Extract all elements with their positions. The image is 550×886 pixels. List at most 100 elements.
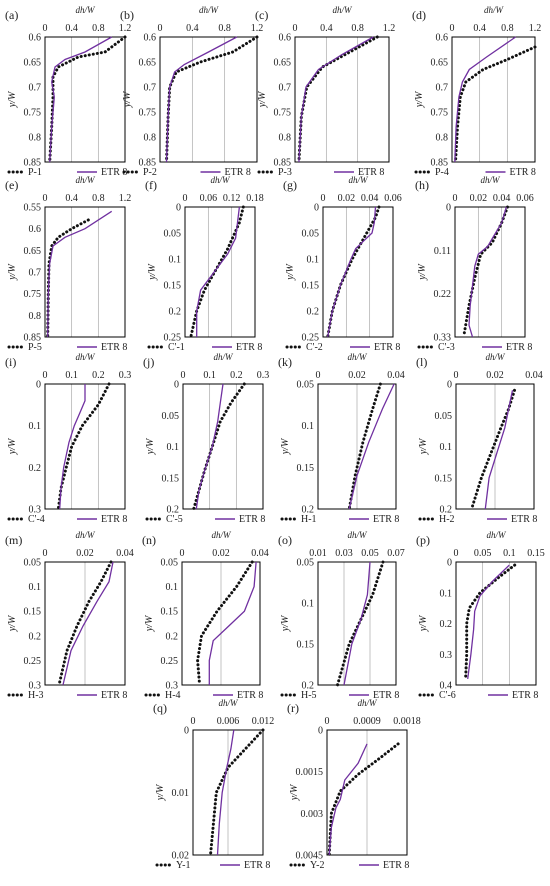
plot-frame bbox=[181, 561, 261, 686]
series-line-etr bbox=[195, 383, 224, 510]
y-tick-label: 0.33 bbox=[434, 333, 452, 344]
y-tick-label: 0.75 bbox=[24, 289, 42, 300]
y-tick-label: 0.0045 bbox=[296, 851, 324, 862]
y-tick-label: 0.65 bbox=[139, 58, 157, 69]
x-tick-label: 0 bbox=[321, 193, 326, 204]
panel-label: (d) bbox=[412, 8, 426, 22]
series-line-etr bbox=[348, 383, 395, 510]
x-tick-label: 0.02 bbox=[338, 193, 356, 204]
series-line-etr bbox=[484, 390, 514, 510]
series-line-observed bbox=[454, 45, 537, 164]
y-tick-label: 0 bbox=[176, 203, 181, 214]
x-axis-title: dh/W bbox=[219, 698, 240, 708]
y-tick-label: 0.05 bbox=[24, 558, 42, 569]
x-axis-title: dh/W bbox=[333, 5, 354, 15]
legend-label-observed: C'-3 bbox=[438, 342, 455, 353]
legend-label-observed: H-1 bbox=[301, 514, 317, 525]
y-tick-label: 0.2 bbox=[440, 619, 453, 630]
y-tick-label: 0.003 bbox=[301, 809, 324, 820]
x-tick-label: 1.2 bbox=[251, 23, 264, 34]
series-line-observed bbox=[326, 205, 381, 339]
x-tick-label: 0.02 bbox=[76, 548, 94, 559]
y-tick-label: 0.1 bbox=[166, 582, 179, 593]
y-tick-label: 0.15 bbox=[164, 281, 182, 292]
y-tick-label: 0.75 bbox=[24, 108, 42, 119]
y-tick-label: 0.15 bbox=[24, 607, 42, 618]
y-tick-label: 0.05 bbox=[297, 380, 315, 391]
y-tick-label: 0.2 bbox=[169, 307, 182, 318]
x-tick-label: 0.8 bbox=[351, 23, 364, 34]
y-tick-label: 0.65 bbox=[431, 58, 449, 69]
legend-label-etr: ETR 8 bbox=[506, 342, 532, 353]
legend-label-etr: ETR 8 bbox=[358, 167, 384, 178]
y-tick-label: 0 bbox=[447, 380, 452, 391]
y-tick-label: 0.25 bbox=[302, 333, 320, 344]
x-tick-label: 0.02 bbox=[348, 370, 366, 381]
x-axis-title: dh/W bbox=[212, 530, 233, 540]
panel-label: (q) bbox=[153, 701, 167, 715]
legend-label-etr: ETR 8 bbox=[236, 342, 262, 353]
panel-label: (h) bbox=[415, 178, 429, 192]
y-axis-title: y/W bbox=[122, 90, 133, 108]
series-line-observed bbox=[192, 382, 246, 511]
panel-label: (n) bbox=[142, 533, 156, 547]
x-axis-title: dh/W bbox=[348, 352, 369, 362]
y-tick-label: 0.2 bbox=[302, 505, 315, 516]
x-tick-label: 0.4 bbox=[186, 23, 199, 34]
series-line-observed bbox=[464, 563, 517, 681]
legend-label-observed: P-2 bbox=[143, 167, 157, 178]
x-tick-label: 0.02 bbox=[212, 548, 230, 559]
series-line-observed bbox=[470, 388, 516, 511]
y-tick-label: 0.3 bbox=[29, 681, 42, 692]
series-line-etr bbox=[468, 206, 507, 338]
y-tick-label: 0 bbox=[184, 726, 189, 737]
y-tick-label: 0.05 bbox=[302, 229, 320, 240]
y-tick-label: 0.1 bbox=[167, 442, 180, 453]
x-axis-title: dh/W bbox=[481, 175, 502, 185]
plot-frame bbox=[451, 36, 536, 163]
y-tick-label: 0.6 bbox=[144, 33, 157, 44]
y-tick-label: 0.85 bbox=[24, 333, 42, 344]
x-tick-label: 0.18 bbox=[246, 193, 264, 204]
x-tick-label: 0.15 bbox=[527, 548, 545, 559]
y-axis-title: y/W bbox=[280, 437, 291, 455]
panel-label: (p) bbox=[416, 533, 430, 547]
y-tick-label: 0.25 bbox=[24, 656, 42, 667]
x-tick-label: 0.07 bbox=[387, 548, 405, 559]
x-tick-label: 0 bbox=[43, 23, 48, 34]
x-axis-title: dh/W bbox=[358, 698, 379, 708]
legend-label-etr: ETR 8 bbox=[383, 860, 409, 871]
y-axis-title: y/W bbox=[7, 263, 18, 281]
x-tick-label: 0 bbox=[43, 370, 48, 381]
y-tick-label: 0.6 bbox=[436, 33, 449, 44]
x-tick-label: 0.8 bbox=[92, 193, 105, 204]
legend-label-etr: ETR 8 bbox=[511, 514, 537, 525]
legend-label-etr: ETR 8 bbox=[239, 514, 265, 525]
y-axis-title: y/W bbox=[7, 614, 18, 632]
y-axis-title: y/W bbox=[145, 437, 156, 455]
y-tick-label: 0 bbox=[446, 203, 451, 214]
series-line-observed bbox=[48, 35, 127, 164]
y-tick-label: 0 bbox=[174, 380, 179, 391]
legend-label-observed: C'-1 bbox=[168, 342, 185, 353]
x-tick-label: 0.06 bbox=[516, 193, 534, 204]
x-tick-label: 0 bbox=[450, 23, 455, 34]
y-tick-label: 0.6 bbox=[29, 224, 42, 235]
x-tick-label: 0.1 bbox=[65, 370, 78, 381]
series-line-etr bbox=[59, 384, 86, 510]
panel-label: (i) bbox=[5, 355, 16, 369]
panel-label: (m) bbox=[5, 533, 22, 547]
x-tick-label: 0.0018 bbox=[393, 716, 421, 727]
y-tick-label: 0.3 bbox=[440, 650, 453, 661]
y-tick-label: 0.85 bbox=[139, 158, 157, 169]
legend-label-observed: C'-6 bbox=[439, 690, 456, 701]
plot-frame bbox=[322, 206, 394, 338]
x-tick-label: 0.04 bbox=[251, 548, 269, 559]
y-tick-label: 0.3 bbox=[166, 681, 179, 692]
panel-label: (j) bbox=[143, 355, 154, 369]
legend-label-observed: P-4 bbox=[435, 167, 449, 178]
y-tick-label: 0.7 bbox=[29, 268, 42, 279]
x-tick-label: 0 bbox=[454, 370, 459, 381]
panel-label: (f) bbox=[145, 178, 157, 192]
series-line-etr bbox=[343, 561, 371, 686]
